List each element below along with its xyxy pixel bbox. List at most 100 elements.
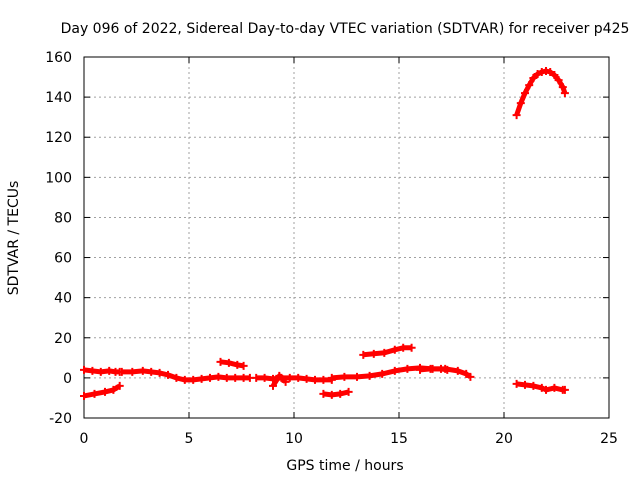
data-point — [516, 99, 525, 108]
x-axis-label: GPS time / hours — [286, 458, 403, 474]
data-point — [88, 366, 97, 375]
data-point — [147, 367, 156, 376]
data-point — [101, 387, 109, 396]
data-point — [319, 375, 328, 384]
data-point — [80, 391, 88, 400]
data-point — [327, 373, 336, 382]
data-point — [560, 89, 569, 98]
y-tick-label: 40 — [54, 291, 72, 307]
grid-lines — [84, 57, 609, 418]
data-point — [380, 348, 389, 357]
data-point — [512, 111, 521, 120]
data-point — [214, 372, 223, 381]
data-point — [533, 70, 542, 79]
data-point — [403, 364, 412, 373]
data-point — [269, 381, 277, 390]
data-point — [128, 367, 137, 376]
data-point — [390, 345, 399, 354]
series-track-12 — [512, 379, 569, 394]
data-point — [369, 349, 378, 358]
data-point — [359, 350, 368, 359]
data-point — [466, 372, 475, 381]
data-point — [546, 68, 555, 77]
data-point — [294, 373, 303, 382]
x-tick-label: 20 — [495, 431, 513, 447]
y-tick-label: 120 — [45, 130, 72, 146]
series-line — [121, 368, 250, 383]
series-line — [256, 375, 332, 383]
data-point — [378, 369, 387, 378]
y-tick-label: 100 — [45, 170, 72, 186]
data-point — [426, 364, 435, 373]
data-point — [336, 389, 345, 398]
data-point — [216, 357, 225, 366]
plot-frame — [83, 56, 610, 419]
y-tick-label: 160 — [45, 50, 72, 66]
series-track-1 — [80, 365, 124, 376]
data-point — [197, 374, 206, 383]
x-tick-label: 5 — [185, 431, 194, 447]
x-tick-label: 10 — [285, 431, 303, 447]
data-point — [340, 372, 349, 381]
data-point — [224, 358, 233, 367]
chart-title: Day 096 of 2022, Sidereal Day-to-day VTE… — [61, 21, 630, 37]
data-point — [344, 387, 353, 396]
data-point — [525, 81, 534, 90]
data-point — [521, 89, 529, 98]
data-point — [529, 74, 538, 83]
data-point — [80, 365, 88, 374]
data-point — [407, 343, 416, 352]
x-tick-label: 25 — [600, 431, 618, 447]
data-point — [390, 366, 399, 375]
data-point — [311, 375, 319, 384]
y-tick-label: 0 — [63, 371, 72, 387]
data-point — [189, 375, 198, 384]
data-point — [285, 373, 294, 382]
data-point — [416, 365, 424, 374]
series-track-7 — [319, 387, 353, 399]
data-point — [560, 385, 569, 394]
data-point — [281, 377, 290, 386]
data-point — [542, 385, 550, 394]
x-tick-label: 15 — [390, 431, 408, 447]
y-axis-label: SDTVAR / TECUs — [6, 181, 22, 296]
series-track-10 — [416, 364, 452, 374]
data-point — [550, 383, 559, 392]
data-point — [399, 343, 408, 352]
x-axis: 0 5 10 15 20 25 — [80, 57, 618, 447]
data-point — [231, 373, 240, 382]
data-point — [437, 364, 445, 373]
data-point — [155, 368, 164, 377]
x-tick-label: 0 — [80, 431, 89, 447]
data-point — [512, 379, 521, 388]
data-point — [233, 360, 242, 369]
data-point — [115, 381, 124, 390]
data-point — [109, 385, 118, 394]
series-line — [323, 389, 350, 398]
data-point — [96, 367, 105, 376]
data-point — [542, 67, 550, 76]
y-tick-label: 80 — [54, 210, 72, 226]
y-axis: -20 0 20 40 60 80 100 120 140 160 — [45, 50, 609, 427]
data-point — [275, 371, 284, 380]
data-point — [554, 76, 563, 85]
data-point — [222, 373, 231, 382]
y-tick-label: -20 — [49, 411, 72, 427]
data-point — [537, 383, 546, 392]
data-point — [319, 389, 328, 398]
data-point — [365, 371, 374, 380]
data-point — [529, 381, 538, 390]
series-track-6 — [269, 371, 290, 390]
y-tick-label: 20 — [54, 331, 72, 347]
data-point — [302, 374, 311, 383]
data-point — [453, 366, 462, 375]
data-point — [180, 375, 189, 384]
data-point — [164, 370, 172, 379]
series-track-11 — [512, 67, 569, 120]
data-point — [252, 373, 261, 382]
data-point — [353, 372, 361, 381]
data-point — [206, 373, 214, 382]
series-track-8 — [327, 363, 475, 382]
data-point — [105, 366, 114, 375]
